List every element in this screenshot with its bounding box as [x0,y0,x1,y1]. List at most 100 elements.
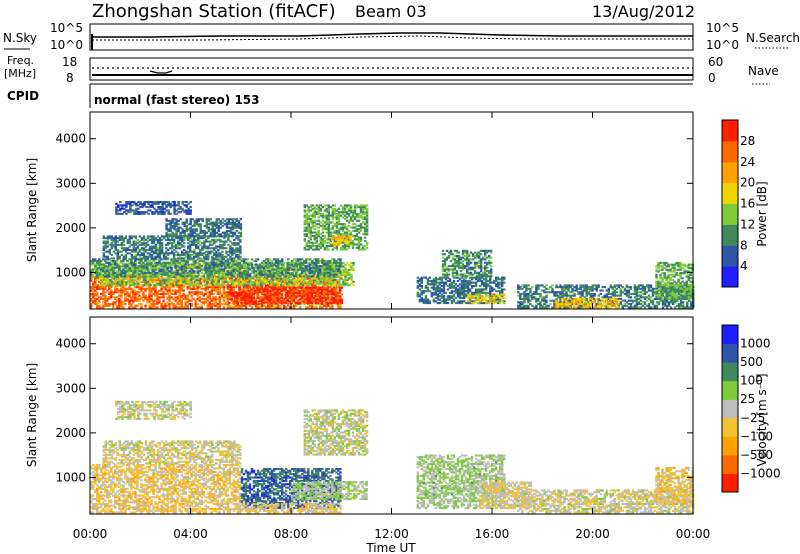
range-cell [130,287,133,290]
range-cell [326,277,329,280]
range-cell [303,228,306,231]
range-cell [309,234,312,237]
range-cell [309,306,312,309]
range-cell [166,297,169,300]
range-cell [154,250,158,253]
range-cell [272,296,275,299]
range-cell [210,270,213,273]
range-cell [129,211,132,214]
range-cell [305,218,308,221]
range-cell [250,258,254,261]
range-cell [266,289,270,292]
range-cell [337,275,340,278]
range-cell [98,286,101,289]
range-cell [180,287,183,290]
range-cell [313,271,316,274]
range-cell [146,287,149,290]
range-cell [242,304,246,307]
range-cell [195,228,198,231]
range-cell [262,290,265,293]
range-cell [208,286,211,289]
range-cell [122,257,126,260]
range-cell [256,293,259,296]
range-cell [162,306,165,309]
range-cell [156,240,160,243]
range-cell [179,207,182,210]
range-cell [266,303,270,306]
range-cell [236,302,239,305]
range-cell [116,304,119,307]
range-cell [107,267,110,270]
range-cell [119,279,122,282]
range-cell [142,250,146,253]
range-cell [140,270,143,273]
range-cell [258,270,262,273]
range-cell [323,282,326,285]
range-cell [227,218,231,221]
range-cell [184,304,187,307]
range-cell [126,294,129,297]
range-cell [235,243,238,246]
range-cell [210,281,213,284]
range-cell [124,270,127,273]
range-cell [310,288,313,291]
range-cell [278,296,282,299]
range-cell [284,290,287,293]
range-cell [216,268,219,271]
range-cell [134,260,137,263]
range-cell [278,271,282,274]
range-cell [256,275,260,278]
range-cell [218,266,221,269]
range-cell [163,202,166,205]
range-cell [264,261,268,264]
range-cell [111,280,114,283]
range-cell [318,286,321,289]
range-cell [208,303,211,306]
range-cell [327,266,330,269]
range-cell [110,273,113,276]
range-cell [190,268,193,271]
range-cell [248,268,252,271]
range-cell [254,298,257,301]
range-cell [329,306,332,309]
range-cell [185,268,188,271]
range-cell [226,271,230,274]
range-cell [173,270,176,273]
range-cell [114,275,117,278]
range-cell [174,260,177,263]
range-cell [325,266,328,269]
range-cell [116,237,119,240]
range-cell [246,293,249,296]
range-cell [325,306,328,309]
range-cell [142,287,145,290]
range-cell [209,242,212,245]
range-cell [175,224,178,227]
range-cell [193,224,196,227]
range-cell [234,268,238,271]
range-cell [162,265,165,268]
range-cell [206,268,209,271]
range-cell [305,226,308,229]
range-cell [105,280,108,283]
range-cell [208,306,211,309]
range-cell [288,286,291,289]
range-cell [217,248,220,251]
range-cell [193,242,196,245]
range-cell [329,279,332,282]
range-cell [144,304,147,307]
range-cell [151,204,154,207]
range-cell [282,280,285,283]
range-cell [321,306,324,309]
range-cell [128,299,131,302]
range-cell [96,303,99,306]
range-cell [102,245,105,248]
range-cell [171,226,174,229]
range-cell [285,268,288,271]
range-cell [187,247,190,250]
range-cell [233,282,237,285]
range-cell [134,289,137,292]
range-cell [164,238,168,241]
range-cell [128,301,131,304]
range-cell [114,242,117,245]
range-cell [303,221,306,224]
